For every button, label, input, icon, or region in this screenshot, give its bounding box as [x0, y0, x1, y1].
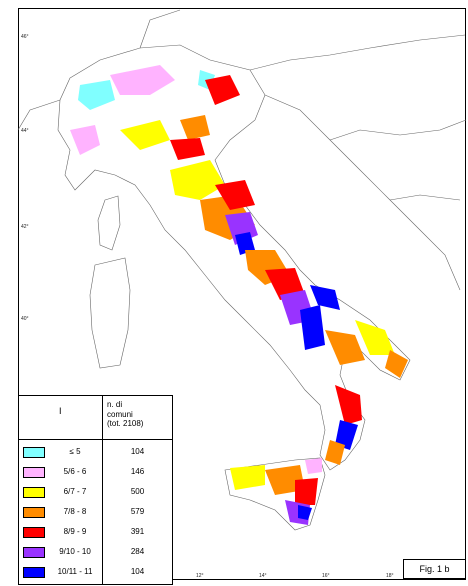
figure-label: Fig. 1 b	[403, 559, 466, 579]
legend-count: 579	[130, 507, 145, 516]
sardinia-coastline	[89, 257, 131, 369]
patch	[205, 75, 240, 105]
legend-count: 104	[130, 567, 145, 576]
balkan-border	[264, 94, 461, 291]
country-border-3	[389, 194, 461, 201]
corsica-coastline	[97, 195, 121, 251]
legend-header-count: n. di comuni (tot. 2108)	[107, 400, 173, 429]
sicily-coastline	[224, 457, 326, 531]
legend-range: 5/6 - 6	[63, 467, 87, 476]
legend-header-line: comuni	[107, 409, 133, 419]
legend-count: 146	[130, 467, 145, 476]
lon-tick: 12°	[196, 573, 204, 579]
legend-swatch	[23, 507, 45, 518]
legend-swatch	[23, 527, 45, 538]
patch	[300, 305, 325, 350]
legend-count: 500	[130, 487, 145, 496]
legend-range: 10/11 - 11	[57, 567, 93, 576]
patch	[385, 350, 408, 378]
country-border-2	[329, 119, 467, 141]
legend-header-line: n. di	[107, 400, 123, 409]
legend-divider	[102, 396, 103, 584]
legend-row: 6/7 - 7 500	[19, 483, 172, 503]
legend-header-line: (tot. 2108)	[107, 419, 144, 428]
lat-tick: 42°	[21, 224, 29, 230]
patch	[70, 125, 100, 155]
patch	[325, 330, 365, 365]
legend-count: 391	[130, 527, 145, 536]
legend-range: 8/9 - 9	[63, 527, 87, 536]
comuni-patches	[70, 65, 408, 525]
legend-range: ≤ 5	[69, 447, 81, 456]
legend: I n. di comuni (tot. 2108) ≤ 5 104 5/6 -…	[18, 395, 173, 585]
patch	[120, 120, 170, 150]
patch	[335, 420, 358, 450]
legend-row: 5/6 - 6 146	[19, 463, 172, 483]
patch	[310, 285, 340, 310]
patch	[355, 320, 395, 355]
patch	[170, 138, 205, 160]
lat-tick: 46°	[21, 34, 29, 40]
patch	[110, 65, 175, 95]
patch	[305, 458, 322, 474]
lon-tick: 18°	[386, 573, 394, 579]
legend-range: 6/7 - 7	[63, 487, 87, 496]
legend-header-intensity: I	[59, 406, 62, 416]
country-border	[249, 34, 466, 71]
country-border-4	[139, 9, 181, 49]
legend-swatch	[23, 547, 45, 558]
patch	[325, 440, 345, 465]
legend-row: ≤ 5 104	[19, 443, 172, 463]
patch	[78, 80, 115, 110]
legend-row: 8/9 - 9 391	[19, 523, 172, 543]
legend-count: 284	[130, 547, 145, 556]
legend-count: 104	[130, 447, 145, 456]
legend-row: 9/10 - 10 284	[19, 543, 172, 563]
legend-range: 9/10 - 10	[59, 547, 91, 556]
patch	[235, 232, 255, 255]
patch	[295, 478, 318, 505]
patch	[298, 505, 312, 520]
legend-row: 10/11 - 11 104	[19, 563, 172, 583]
legend-swatch	[23, 447, 45, 458]
legend-divider	[19, 439, 172, 440]
lon-tick: 14°	[259, 573, 267, 579]
legend-swatch	[23, 487, 45, 498]
lon-tick: 16°	[322, 573, 330, 579]
country-border-5	[17, 99, 61, 131]
patch	[180, 115, 210, 140]
legend-range: 7/8 - 8	[63, 507, 87, 516]
patch	[230, 465, 265, 490]
patch	[335, 385, 362, 425]
patch	[170, 160, 225, 200]
lat-tick: 40°	[21, 316, 29, 322]
legend-row: 7/8 - 8 579	[19, 503, 172, 523]
legend-swatch	[23, 467, 45, 478]
legend-swatch	[23, 567, 45, 578]
lat-tick: 44°	[21, 128, 29, 134]
patch	[215, 180, 255, 210]
